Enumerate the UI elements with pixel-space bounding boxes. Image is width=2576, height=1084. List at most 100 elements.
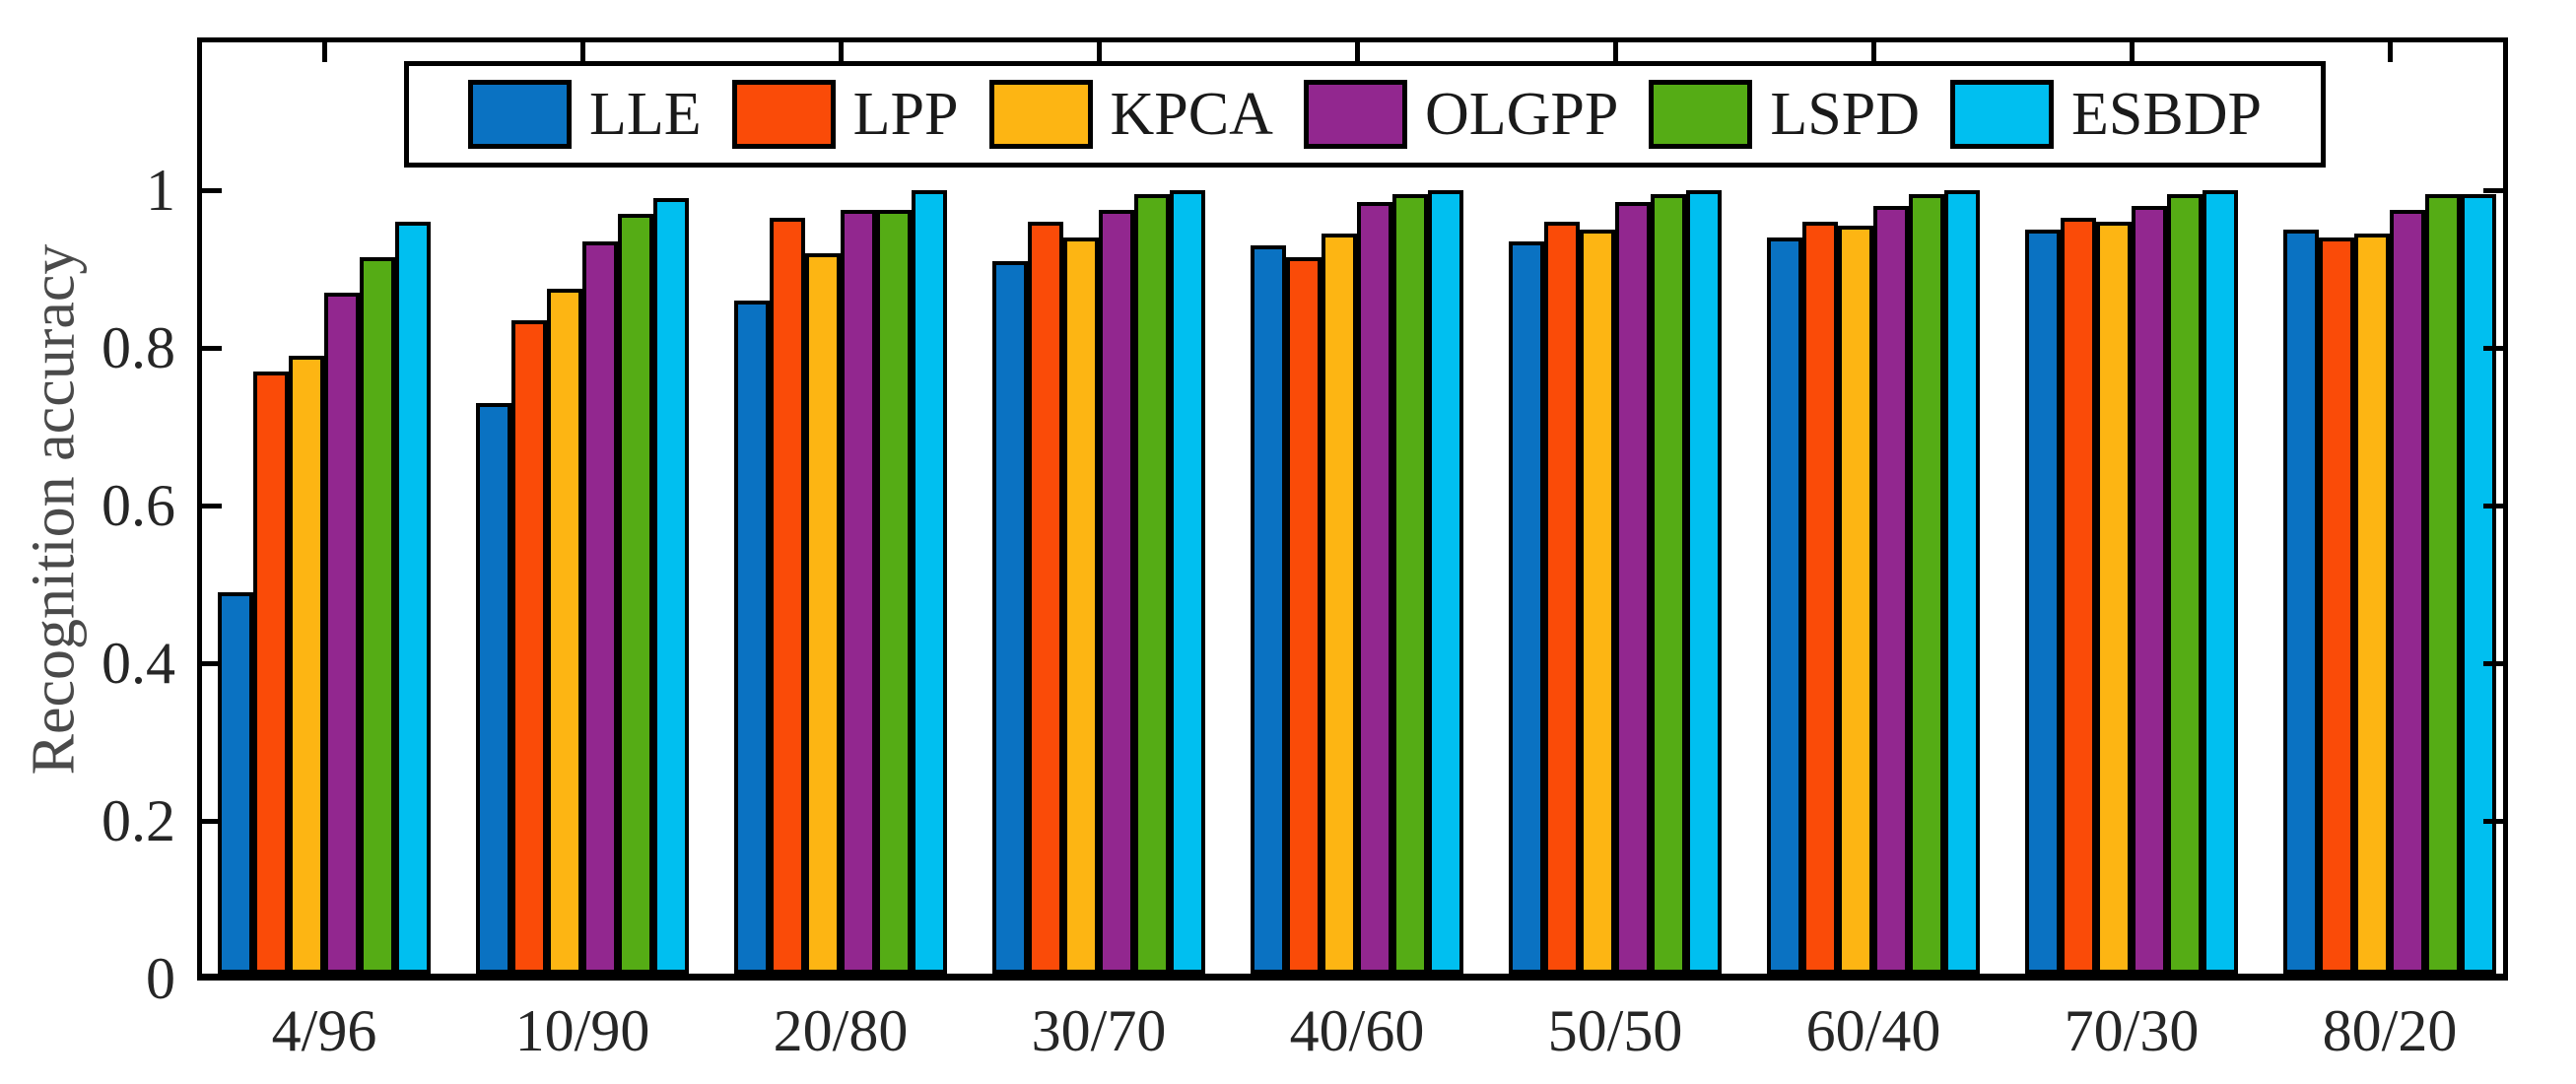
legend-item-LLE: LLE	[468, 80, 702, 149]
bar-LPP-40/60	[1286, 257, 1322, 974]
bar-LPP-60/40	[1802, 222, 1838, 974]
x-axis-tick	[580, 42, 585, 62]
x-tick-label: 20/80	[773, 998, 909, 1063]
bar-OLGPP-80/20	[2390, 210, 2425, 974]
bar-LLE-30/70	[992, 261, 1028, 974]
bar-ESBDP-10/90	[653, 198, 689, 974]
x-axis-tick	[1355, 42, 1360, 62]
y-tick-label: 0.6	[102, 473, 175, 538]
legend-item-KPCA: KPCA	[988, 80, 1273, 149]
x-axis-tick	[1097, 42, 1102, 62]
bar-LSPD-70/30	[2167, 194, 2203, 974]
x-tick-label: 80/20	[2322, 998, 2458, 1063]
bar-KPCA-4/96	[289, 356, 324, 974]
y-axis-tick	[2483, 819, 2503, 824]
bar-KPCA-40/60	[1322, 234, 1357, 974]
bar-ESBDP-60/40	[1944, 190, 1980, 974]
x-axis-tick	[2388, 42, 2393, 62]
legend-label: LPP	[852, 81, 959, 148]
x-axis-tick	[839, 42, 844, 62]
legend-item-LPP: LPP	[731, 80, 959, 149]
y-tick-label: 0	[146, 946, 175, 1011]
bar-LLE-10/90	[476, 403, 511, 974]
bar-LLE-70/30	[2025, 230, 2061, 974]
legend-swatch-KPCA	[988, 80, 1093, 149]
legend-label: OLGPP	[1424, 81, 1619, 148]
y-axis-tick	[202, 661, 222, 666]
legend-swatch-LSPD	[1649, 80, 1753, 149]
x-tick-label: 10/90	[514, 998, 650, 1063]
y-tick-label: 0.4	[102, 631, 175, 696]
y-axis-tick	[2483, 188, 2503, 193]
y-axis-tick	[2483, 661, 2503, 666]
x-tick-label: 40/60	[1289, 998, 1425, 1063]
x-axis-tick	[1871, 42, 1876, 62]
legend-item-OLGPP: OLGPP	[1303, 80, 1619, 149]
bar-ESBDP-20/80	[912, 190, 947, 974]
legend-swatch-ESBDP	[1950, 80, 2055, 149]
bar-KPCA-50/50	[1580, 230, 1615, 974]
bar-OLGPP-70/30	[2132, 206, 2167, 974]
legend-swatch-LLE	[468, 80, 572, 149]
bar-ESBDP-50/50	[1686, 190, 1722, 974]
bar-ESBDP-4/96	[395, 222, 431, 974]
bar-LSPD-60/40	[1909, 194, 1944, 974]
x-axis-tick	[322, 42, 327, 62]
bar-LLE-80/20	[2283, 230, 2319, 974]
x-tick-label: 60/40	[1805, 998, 1941, 1063]
y-axis-tick	[2483, 346, 2503, 351]
bar-KPCA-30/70	[1063, 237, 1099, 974]
bar-LPP-10/90	[511, 320, 547, 974]
bar-LSPD-30/70	[1134, 194, 1170, 974]
bar-LPP-20/80	[770, 218, 805, 974]
x-tick-label: 4/96	[271, 998, 377, 1063]
bar-LPP-80/20	[2319, 237, 2354, 974]
x-axis-tick	[1613, 42, 1618, 62]
bar-LPP-4/96	[253, 372, 289, 974]
bar-LLE-40/60	[1251, 245, 1286, 974]
legend-item-ESBDP: ESBDP	[1950, 80, 2262, 149]
bar-LSPD-4/96	[360, 257, 395, 974]
bar-KPCA-10/90	[547, 289, 582, 974]
y-axis-tick	[202, 188, 222, 193]
bar-ESBDP-40/60	[1428, 190, 1463, 974]
bar-LPP-50/50	[1544, 222, 1580, 974]
bar-OLGPP-30/70	[1099, 210, 1134, 974]
bar-LLE-4/96	[218, 592, 253, 974]
legend-label: LSPD	[1770, 81, 1920, 148]
bar-LSPD-80/20	[2425, 194, 2461, 974]
legend-swatch-LPP	[731, 80, 836, 149]
x-tick-label: 30/70	[1031, 998, 1167, 1063]
y-axis-tick	[2483, 504, 2503, 508]
legend-label: KPCA	[1110, 81, 1273, 148]
bar-LSPD-10/90	[618, 214, 653, 974]
bar-OLGPP-60/40	[1873, 206, 1909, 974]
bar-LLE-60/40	[1767, 237, 1802, 974]
bar-KPCA-60/40	[1838, 226, 1873, 974]
x-axis-tick	[2130, 42, 2135, 62]
bar-LPP-70/30	[2061, 218, 2096, 974]
bar-KPCA-70/30	[2096, 222, 2132, 974]
y-tick-label: 1	[146, 158, 175, 223]
y-axis-tick	[202, 346, 222, 351]
y-tick-label: 0.2	[102, 788, 175, 853]
legend-label: ESBDP	[2071, 81, 2262, 148]
bar-LLE-50/50	[1509, 241, 1544, 974]
legend-item-LSPD: LSPD	[1649, 80, 1920, 149]
x-tick-label: 50/50	[1547, 998, 1683, 1063]
legend-label: LLE	[589, 81, 702, 148]
legend-swatch-OLGPP	[1303, 80, 1407, 149]
y-axis-tick	[202, 504, 222, 508]
y-tick-label: 0.8	[102, 315, 175, 380]
bar-LSPD-50/50	[1651, 194, 1686, 974]
bar-LLE-20/80	[734, 301, 770, 974]
bar-ESBDP-30/70	[1170, 190, 1205, 974]
plot-area	[197, 37, 2508, 981]
bar-ESBDP-70/30	[2203, 190, 2238, 974]
bar-OLGPP-40/60	[1357, 202, 1392, 974]
bar-OLGPP-20/80	[841, 210, 876, 974]
bar-KPCA-80/20	[2354, 234, 2390, 974]
y-axis-tick	[202, 819, 222, 824]
bar-LSPD-40/60	[1392, 194, 1428, 974]
